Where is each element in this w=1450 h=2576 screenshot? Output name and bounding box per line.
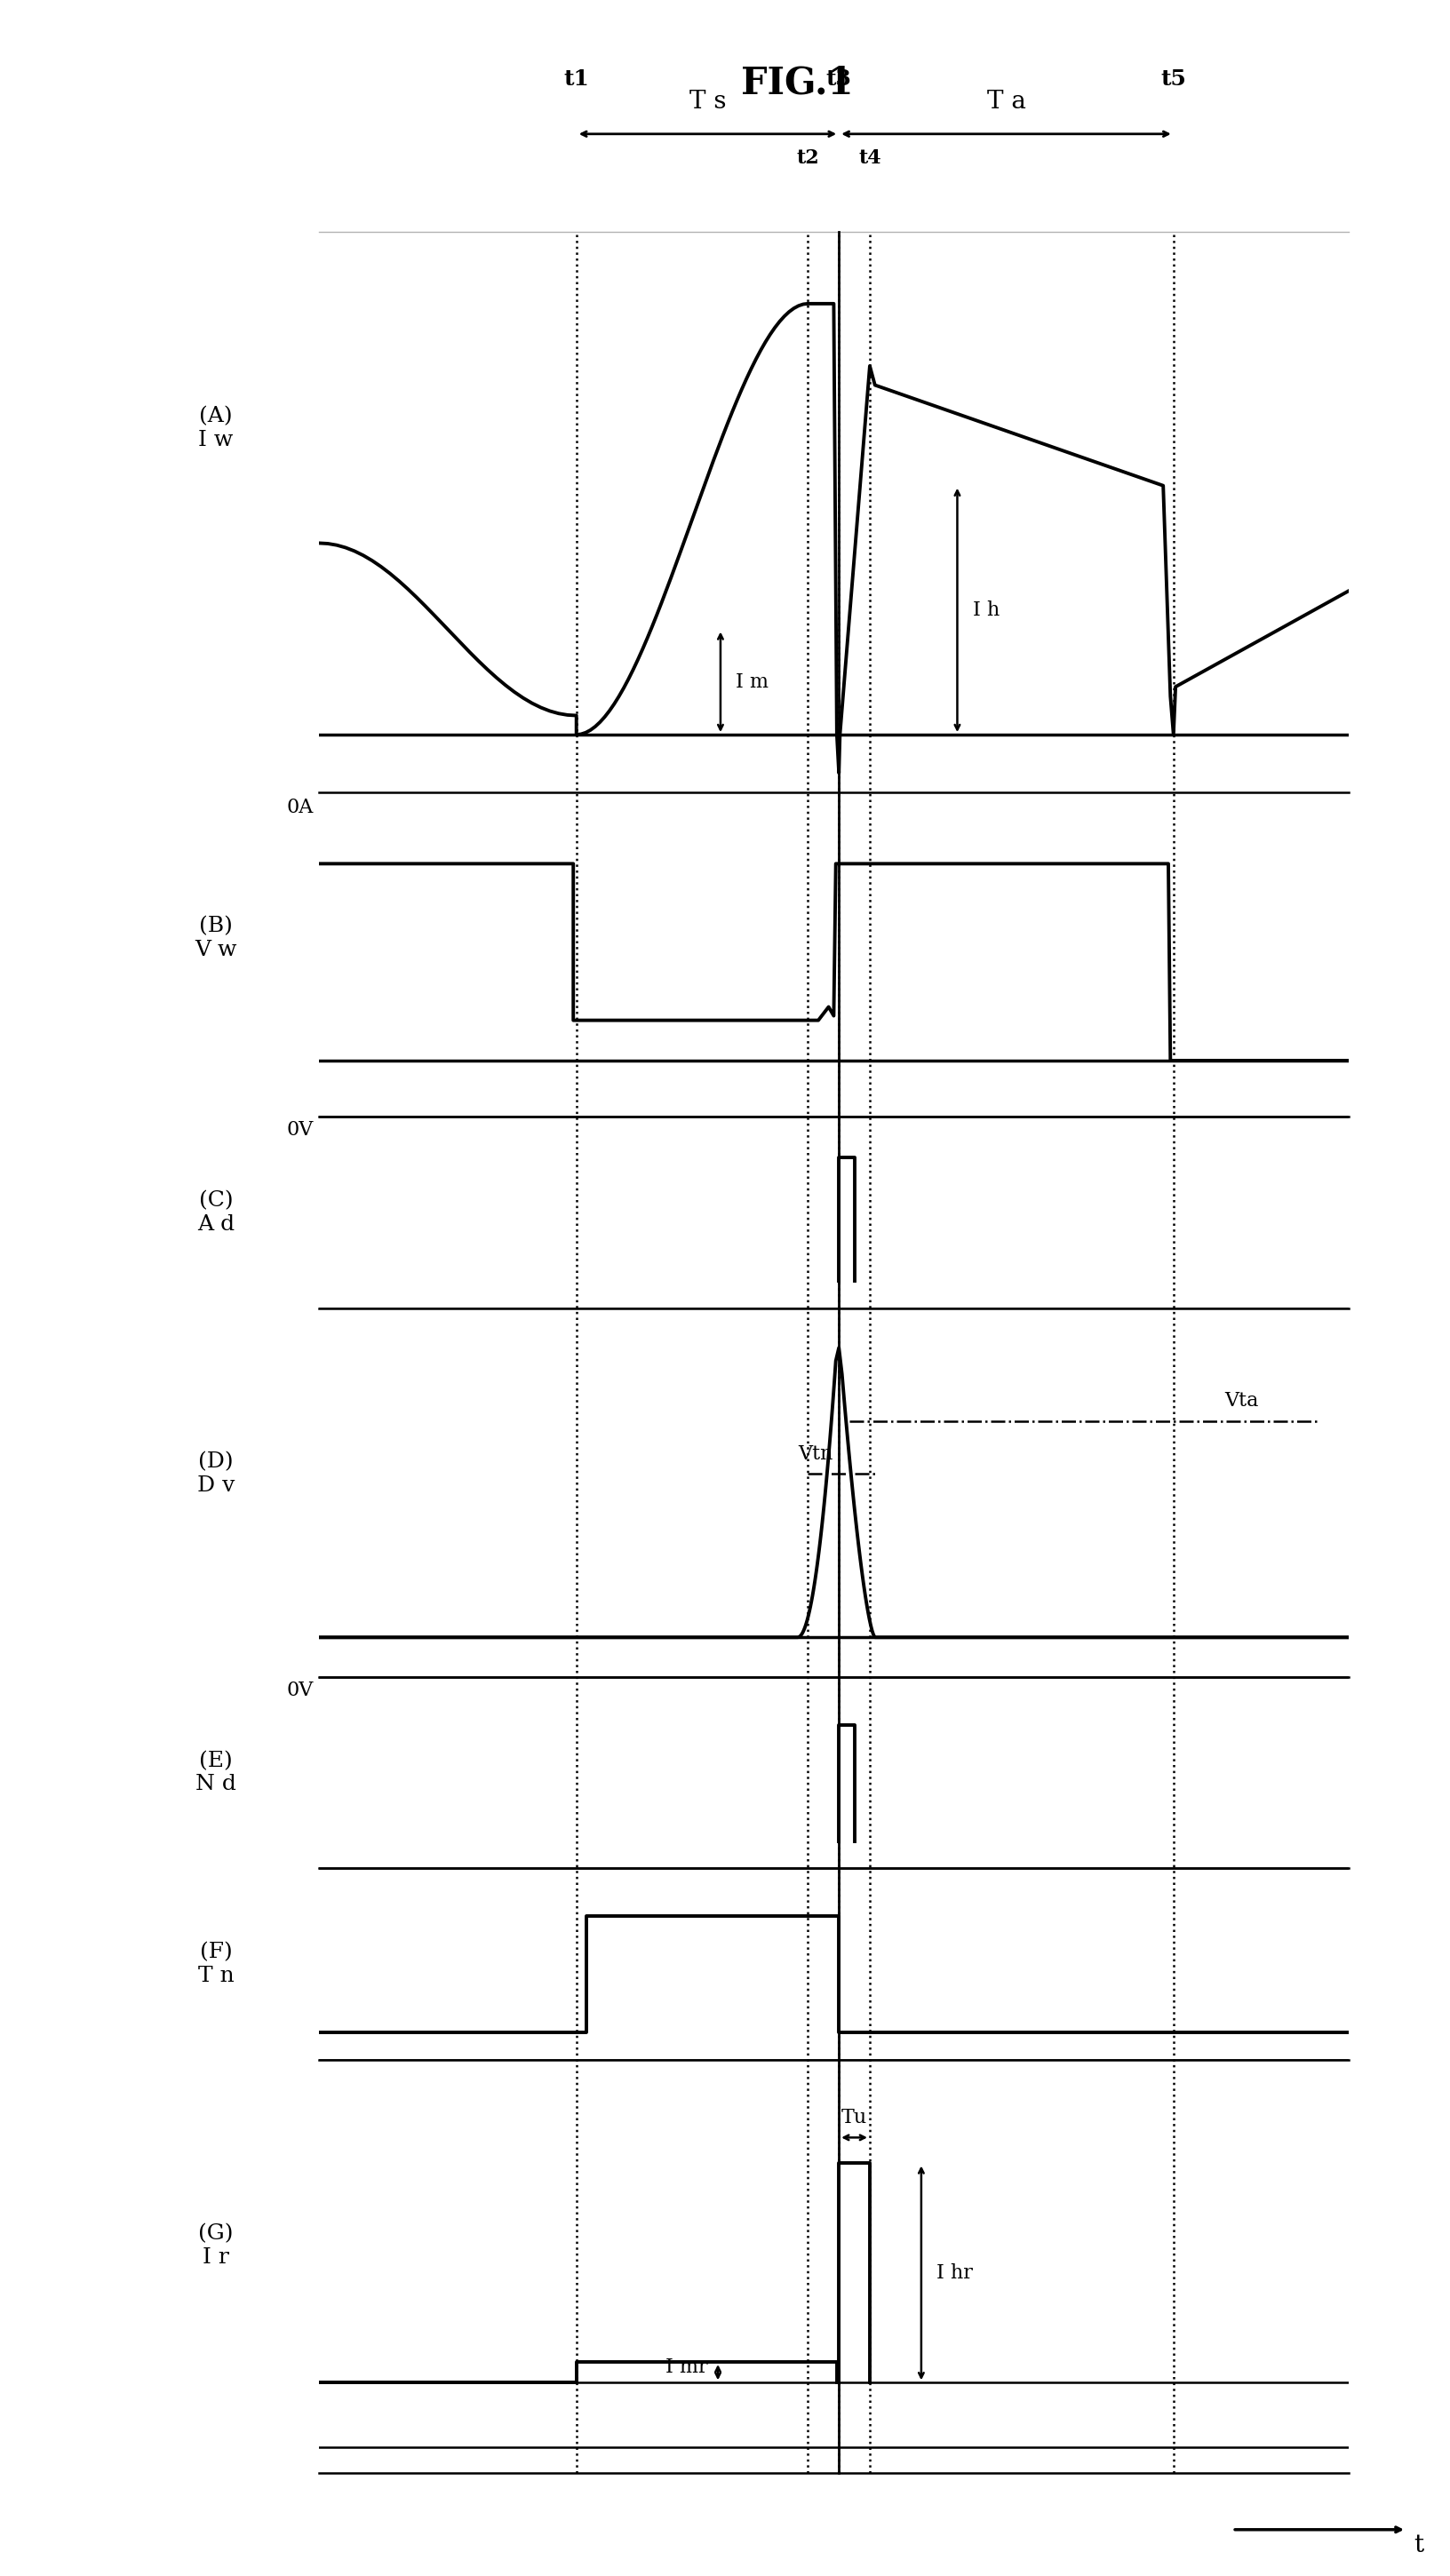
Text: t5: t5: [1160, 70, 1186, 90]
Text: (A)
I w: (A) I w: [199, 407, 233, 451]
Text: 0A: 0A: [287, 799, 313, 817]
Text: t4: t4: [858, 147, 882, 167]
Text: Tu: Tu: [841, 2107, 867, 2128]
Text: 0V: 0V: [287, 1121, 313, 1139]
Text: Vta: Vta: [1225, 1391, 1259, 1412]
Text: I h: I h: [973, 600, 999, 621]
Text: (C)
A d: (C) A d: [197, 1190, 235, 1234]
Text: 0V: 0V: [287, 1680, 313, 1700]
Text: I m: I m: [737, 672, 768, 693]
Text: t1: t1: [564, 70, 589, 90]
Text: I hr: I hr: [937, 2264, 973, 2282]
Text: T a: T a: [986, 90, 1025, 113]
Text: t: t: [1414, 2532, 1424, 2558]
Text: (F)
T n: (F) T n: [199, 1942, 233, 1986]
Text: I mr: I mr: [666, 2357, 708, 2378]
Text: FIG.1: FIG.1: [741, 64, 854, 100]
Text: T s: T s: [689, 90, 726, 113]
Text: (D)
D v: (D) D v: [197, 1453, 235, 1497]
Text: (G)
I r: (G) I r: [199, 2223, 233, 2267]
Text: Vtn: Vtn: [798, 1445, 832, 1463]
Text: t2: t2: [796, 147, 819, 167]
Text: (B)
V w: (B) V w: [194, 917, 238, 961]
Text: (E)
N d: (E) N d: [196, 1752, 236, 1795]
Text: t3: t3: [826, 70, 851, 90]
